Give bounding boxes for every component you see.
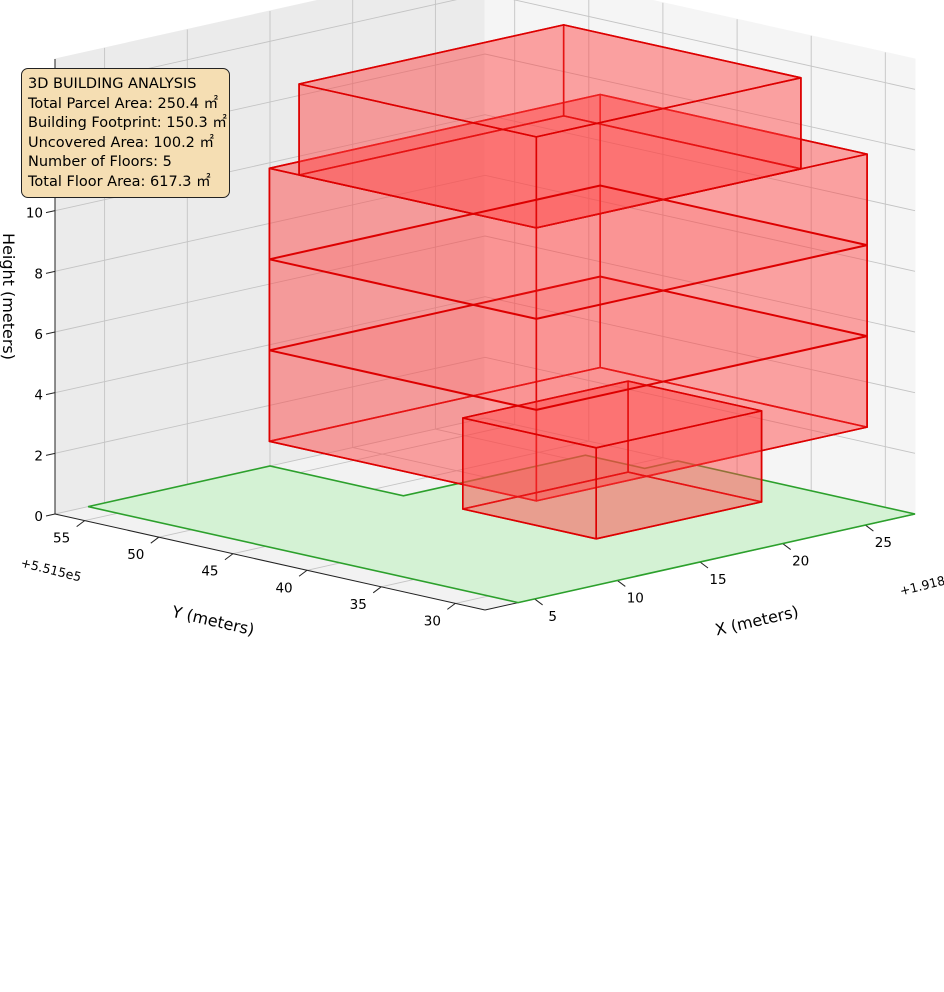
- y-axis-label: Y (meters): [169, 602, 256, 640]
- gridline-z-4: [54, 296, 916, 394]
- x-tick-25: [865, 524, 874, 532]
- z-tick-6: [45, 331, 56, 335]
- x-tick-20: [782, 543, 791, 550]
- floor-line-z-6: [269, 275, 868, 411]
- info-line-heading: 3D BUILDING ANALYSIS: [28, 76, 197, 92]
- y-tick-label: 55: [53, 531, 70, 547]
- y-offset-label: +5.515e5: [19, 555, 83, 585]
- y-tick-label: 35: [350, 597, 367, 613]
- x-offset-label: +1.918e5: [898, 569, 944, 599]
- y-tick-30: [447, 602, 456, 610]
- x-tick-5: [534, 598, 543, 606]
- z-tick-label: 8: [34, 266, 43, 282]
- info-line-floor-area: Total Floor Area: 617.3 ㎡: [28, 173, 211, 190]
- gridline-z-14: [54, 0, 916, 90]
- z-tick-2: [45, 452, 56, 456]
- info-line-uncovered-area: Uncovered Area: 100.2 ㎡: [28, 134, 215, 151]
- x-tick-10: [617, 580, 626, 587]
- z-axis-label: Height (meters): [0, 233, 18, 360]
- y-axis-line: [54, 513, 486, 611]
- info-line-parcel-area: Total Parcel Area: 250.4 ㎡: [28, 95, 219, 112]
- x-tick-label: 5: [548, 609, 557, 625]
- building-upper-block-top: [298, 24, 802, 138]
- y-tick-label: 30: [424, 613, 441, 629]
- y-tick-50: [150, 536, 160, 544]
- y-tick-label: 50: [127, 547, 144, 563]
- z-tick-label: 10: [26, 206, 43, 222]
- z-tick-8: [45, 270, 56, 274]
- x-tick-label: 25: [875, 535, 892, 551]
- x-tick-label: 15: [709, 572, 726, 588]
- z-tick-10: [45, 210, 56, 214]
- y-tick-label: 40: [275, 580, 292, 596]
- z-tick-label: 6: [34, 327, 43, 343]
- y-tick-45: [224, 553, 234, 561]
- gridline-z-6: [54, 235, 916, 333]
- building-ground-block-top: [461, 380, 763, 449]
- y-tick-55: [76, 520, 85, 528]
- z-tick-label: 0: [34, 509, 43, 525]
- z-tick-label: 4: [34, 388, 43, 404]
- x-tick-15: [699, 561, 709, 569]
- x-axis-label: X (meters): [713, 602, 800, 640]
- x-tick-label: 20: [792, 554, 809, 570]
- z-tick-0: [45, 513, 56, 517]
- z-tick-label: 2: [34, 448, 43, 464]
- x-tick-label: 10: [627, 590, 644, 606]
- parcel-platform: [87, 454, 916, 604]
- info-line-floors: Number of Floors: 5: [28, 154, 172, 170]
- floor-line-z-9: [269, 184, 868, 320]
- gridline-z-8: [54, 174, 916, 272]
- y-tick-35: [372, 586, 382, 594]
- info-box: 3D BUILDING ANALYSIS Total Parcel Area: …: [21, 68, 230, 198]
- gridline-z-2: [54, 356, 916, 454]
- z-tick-4: [45, 392, 56, 396]
- info-line-footprint: Building Footprint: 150.3 ㎡: [28, 115, 227, 131]
- y-tick-label: 45: [201, 564, 218, 580]
- y-tick-40: [298, 569, 308, 577]
